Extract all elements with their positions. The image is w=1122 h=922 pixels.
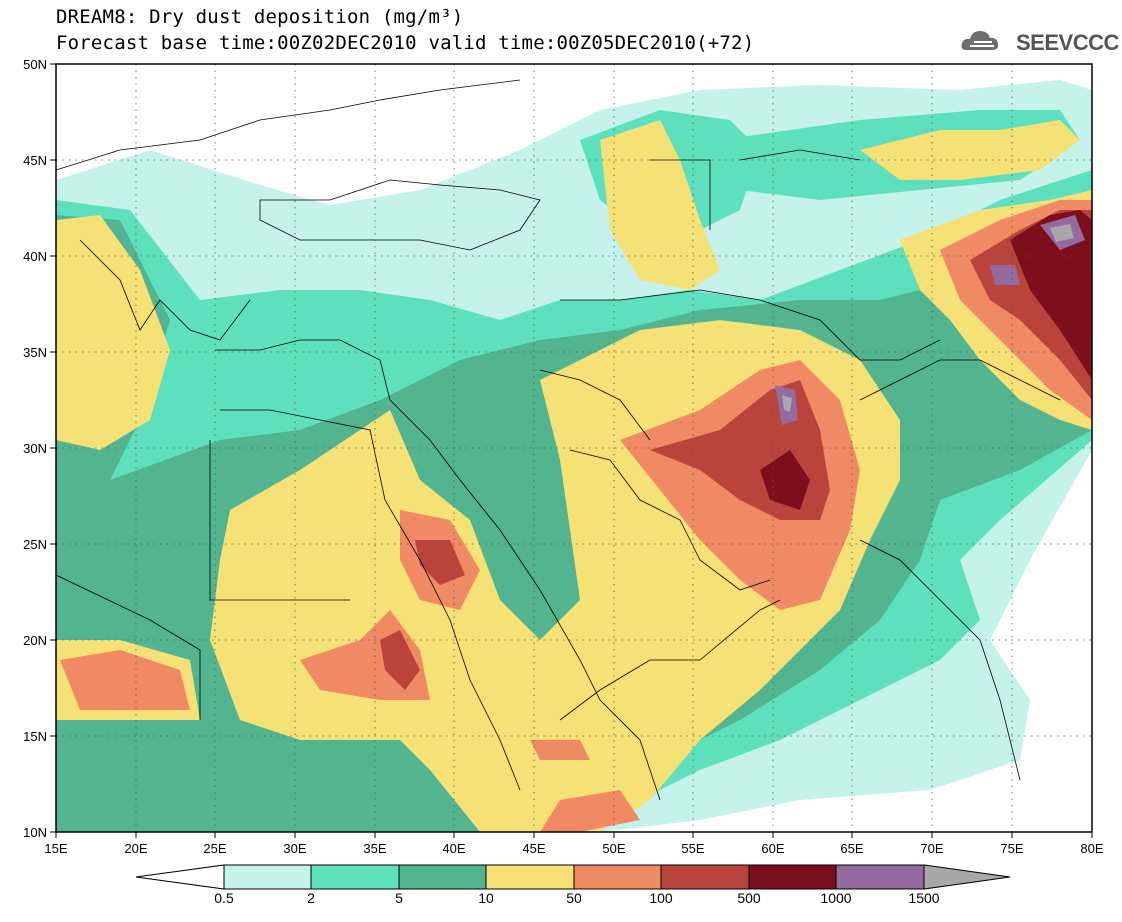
colorbar-low-arrow — [135, 864, 225, 890]
colorbar-swatch-1 — [310, 864, 400, 890]
y-label-25n: 25N — [23, 537, 47, 552]
x-axis-labels: 15E 20E 25E 30E 35E 40E 45E 50E 55E 60E … — [44, 841, 1103, 856]
axis-ticks — [50, 63, 1093, 838]
colorbar-label-8: 1500 — [908, 890, 940, 906]
y-label-45n: 45N — [23, 153, 47, 168]
colorbar-high-arrow — [923, 864, 1011, 890]
colorbar — [135, 864, 1011, 890]
colorbar-label-4: 50 — [566, 890, 582, 906]
colorbar-label-2: 5 — [395, 890, 403, 906]
graticule — [56, 64, 1092, 832]
colorbar-label-3: 10 — [478, 890, 494, 906]
country-borders — [56, 79, 1061, 801]
y-label-35n: 35N — [23, 345, 47, 360]
contour-level-10 — [56, 215, 170, 450]
colorbar-label-0: 0.5 — [214, 890, 234, 906]
x-label-80e: 80E — [1080, 841, 1103, 856]
x-label-30e: 30E — [283, 841, 306, 856]
x-label-15e: 15E — [44, 841, 67, 856]
y-label-30n: 30N — [23, 441, 47, 456]
x-label-50e: 50E — [602, 841, 625, 856]
colorbar-label-6: 500 — [737, 890, 761, 906]
x-label-65e: 65E — [840, 841, 863, 856]
colorbar-swatch-7 — [835, 864, 925, 890]
colorbar-swatch-3 — [485, 864, 575, 890]
x-label-20e: 20E — [124, 841, 147, 856]
forecast-time-subtitle: Forecast base time:00Z02DEC2010 valid ti… — [56, 32, 755, 54]
contour-level-1500 — [782, 395, 792, 412]
x-label-70e: 70E — [920, 841, 943, 856]
colorbar-label-5: 100 — [649, 890, 673, 906]
logo-text: SEEVCCC — [1016, 30, 1119, 55]
map-field — [56, 64, 1092, 832]
y-label-50n: 50N — [23, 57, 47, 72]
x-label-45e: 45E — [522, 841, 545, 856]
x-label-55e: 55E — [681, 841, 704, 856]
seevccc-logo-icon — [961, 31, 999, 50]
x-label-35e: 35E — [363, 841, 386, 856]
map-title: DREAM8: Dry dust deposition (mg/m³) — [56, 6, 464, 28]
x-label-25e: 25E — [203, 841, 226, 856]
colorbar-label-1: 2 — [307, 890, 315, 906]
x-label-75e: 75E — [1000, 841, 1023, 856]
colorbar-swatch-4 — [573, 864, 662, 890]
colorbar-swatch-6 — [748, 864, 837, 890]
colorbar-swatch-0 — [223, 864, 312, 890]
colorbar-swatch-5 — [660, 864, 750, 890]
x-label-40e: 40E — [442, 841, 465, 856]
y-label-40n: 40N — [23, 249, 47, 264]
y-label-15n: 15N — [23, 729, 47, 744]
x-label-60e: 60E — [761, 841, 784, 856]
colorbar-swatch-2 — [398, 864, 487, 890]
colorbar-label-7: 1000 — [820, 890, 852, 906]
y-label-20n: 20N — [23, 633, 47, 648]
y-label-10n: 10N — [23, 825, 47, 840]
contour-level-500 — [760, 450, 810, 510]
y-axis-labels: 50N 45N 40N 35N 30N 25N 20N 15N 10N — [23, 57, 47, 840]
